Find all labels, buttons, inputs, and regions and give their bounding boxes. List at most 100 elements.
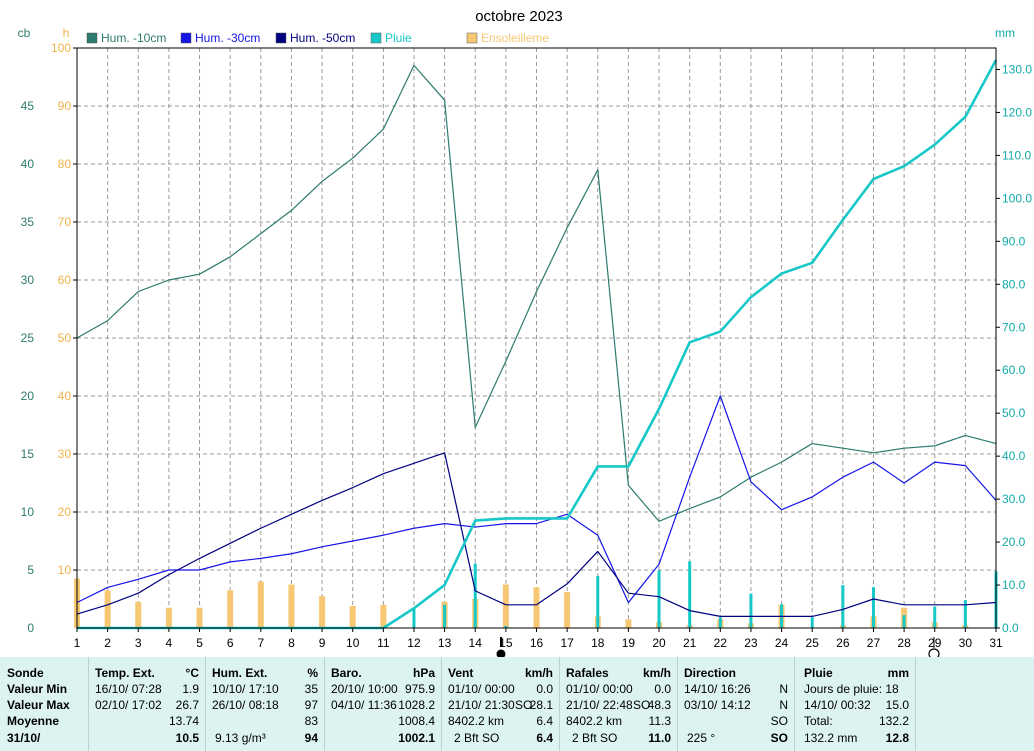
cb-tick-label: 15 [21, 447, 35, 461]
rain-daily-bar [810, 617, 814, 628]
mm-tick-label: 80.0 [1002, 277, 1026, 291]
mm-tick-label: 90.0 [1002, 234, 1026, 248]
rafales-min-time: 01/10/ 00:00 [566, 682, 633, 696]
x-tick-label: 3 [135, 636, 142, 650]
x-tick-label: 27 [867, 636, 881, 650]
sunshine-bar [227, 590, 234, 628]
temp-now: 10.5 [175, 731, 199, 745]
rafales-bft: 2 Bft SO [572, 731, 618, 745]
vent-title: Vent [448, 666, 474, 680]
direction-degrees: 225 ° [687, 731, 716, 745]
vent-min-val: 0.0 [536, 682, 553, 696]
pluie-unit: mm [887, 666, 909, 680]
rain-daily-bar [473, 563, 477, 628]
hum-max-time: 26/10/ 08:18 [212, 698, 279, 712]
h-tick-label: 20 [58, 505, 72, 519]
pluie-title: Pluie [804, 666, 833, 680]
rain-daily-bar [933, 606, 937, 628]
rain-daily-bar [963, 600, 967, 628]
temp-max-time: 02/10/ 17:02 [95, 698, 162, 712]
rain-daily-bar [902, 615, 906, 628]
mm-tick-label: 60.0 [1002, 363, 1026, 377]
hum-title: Hum. Ext. [212, 666, 268, 680]
col-vent: Vent km/h 01/10/ 00:00 0.0 21/10/ 21:30 … [441, 657, 560, 751]
current-day-marker [496, 637, 506, 657]
direction-avg: SO [770, 714, 788, 728]
x-tick-label: 14 [469, 636, 483, 650]
temp-min-val: 1.9 [182, 682, 199, 696]
mm-tick-label: 0.0 [1002, 621, 1019, 635]
pluie-total-val: 132.2 [878, 714, 909, 728]
pluie-max-val: 15.0 [885, 698, 909, 712]
col-direction: Direction 14/10/ 16:26 N 03/10/ 14:12 N … [677, 657, 795, 751]
x-tick-label: 5 [196, 636, 203, 650]
vent-unit: km/h [524, 666, 553, 680]
h-tick-label: 90 [58, 99, 72, 113]
x-tick-label: 19 [622, 636, 636, 650]
series-line-hum-10cm [76, 64, 997, 522]
cb-tick-label: 30 [21, 273, 35, 287]
vent-max-dir: SO [515, 698, 533, 712]
rafales-avg: 11.3 [648, 714, 671, 728]
mm-tick-label: 130.0 [1002, 62, 1032, 76]
rafales-now: 11.0 [648, 731, 671, 745]
rafales-distance: 8402.2 km [566, 714, 623, 728]
sunshine-bar [319, 596, 326, 628]
hum-unit: % [307, 666, 318, 680]
baro-title: Baro. [331, 666, 362, 680]
temp-min-time: 16/10/ 07:28 [95, 682, 162, 696]
legend-label-ensoleilleme: Ensoleilleme [481, 31, 549, 45]
h-tick-label: 60 [58, 273, 72, 287]
x-tick-label: 29 [928, 636, 942, 650]
x-tick-label: 22 [714, 636, 728, 650]
mm-tick-label: 110.0 [1002, 148, 1031, 162]
x-axis-ticks: 1 2 3 4 5 6 7 8 9 10 11 12 13 14 15 16 17 18 19 20 21 22 23 24 2… [74, 628, 1003, 650]
cb-axis-label: cb [18, 26, 31, 40]
h-tick-label: 30 [58, 447, 72, 461]
h-tick-label: 80 [58, 157, 72, 171]
legend-label-pluie: Pluie [385, 31, 412, 45]
rafales-unit: km/h [642, 666, 671, 680]
x-tick-label: 16 [530, 636, 544, 650]
sunshine-bar [104, 590, 111, 628]
mm-tick-label: 40.0 [1002, 449, 1026, 463]
x-tick-label: 15 [499, 636, 513, 650]
legend-label-hum-30cm: Hum. -30cm [195, 31, 260, 45]
pluie-days: Jours de pluie: 18 [804, 682, 899, 696]
mm-tick-label: 100.0 [1002, 191, 1032, 205]
h-tick-label: 70 [58, 215, 72, 229]
rain-daily-bar [749, 593, 753, 628]
x-tick-label: 25 [806, 636, 820, 650]
col-hum: Hum. Ext. % 10/10/ 17:10 35 26/10/ 08:18… [205, 657, 325, 751]
pluie-max-time: 14/10/ 00:32 [804, 698, 871, 712]
cb-tick-label: 10 [21, 505, 35, 519]
sunshine-bar [288, 584, 295, 628]
legend-swatch-hum-30cm [180, 32, 192, 44]
cb-tick-label: 25 [21, 331, 35, 345]
grid [77, 48, 996, 628]
x-tick-label: 1 [74, 636, 81, 650]
left-axis-ticks: 0 5 10 15 20 25 30 35 40 45 10 20 30 40 50 60 70 80 90 100 [21, 41, 77, 635]
vent-now: 6.4 [536, 731, 553, 745]
baro-max-val: 1028.2 [398, 698, 435, 712]
x-tick-label: 23 [744, 636, 758, 650]
cb-tick-label: 40 [21, 157, 35, 171]
sunshine-bar [564, 592, 571, 628]
sunshine-bar [196, 607, 203, 628]
plot-frame [76, 47, 997, 629]
col-rafales: Rafales km/h 01/10/ 00:00 0.0 21/10/ 22:… [559, 657, 678, 751]
h-axis-label: h [63, 26, 70, 40]
legend-swatch-pluie [370, 32, 382, 44]
baro-min-val: 975.9 [404, 682, 435, 696]
mm-tick-label: 10.0 [1002, 578, 1026, 592]
x-tick-label: 17 [560, 636, 574, 650]
sunshine-bar [349, 605, 356, 628]
mm-tick-label: 120.0 [1002, 105, 1032, 119]
chart-title: octobre 2023 [475, 8, 563, 25]
bars [74, 561, 998, 628]
h-tick-label: 40 [58, 389, 72, 403]
vent-max-val: 28.1 [529, 698, 553, 712]
legend-swatch-hum-50cm [275, 32, 287, 44]
mm-tick-label: 20.0 [1002, 535, 1026, 549]
legend: Hum. -10cm Hum. -30cm Hum. -50cm Pluie Ensol… [86, 31, 549, 45]
